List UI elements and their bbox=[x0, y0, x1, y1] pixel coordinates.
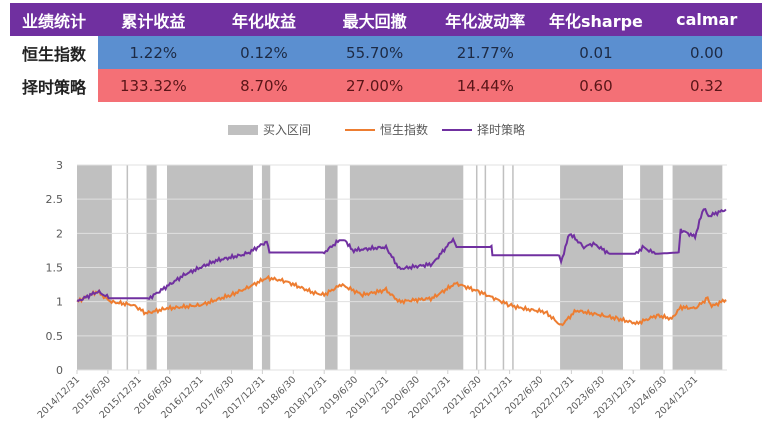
table-row: 恒生指数 1.22% 0.12% 55.70% 21.77% 0.01 0.00 bbox=[10, 36, 762, 69]
y-tick-label: 3 bbox=[56, 159, 63, 172]
performance-table: 业绩统计 累计收益 年化收益 最大回撤 年化波动率 年化sharpe calma… bbox=[10, 3, 762, 102]
legend-label: 买入区间 bbox=[263, 123, 311, 137]
table-cell: 1.22% bbox=[98, 36, 209, 69]
y-tick-label: 0.5 bbox=[46, 330, 64, 343]
table-cell: 27.00% bbox=[319, 69, 430, 102]
table-cell: 21.77% bbox=[429, 36, 541, 69]
performance-chart: 00.511.522.532014/12/312015/6/302015/12/… bbox=[36, 122, 727, 421]
header-cell: 最大回撤 bbox=[319, 3, 430, 36]
table-cell: 0.00 bbox=[651, 36, 762, 69]
y-tick-label: 1.5 bbox=[46, 262, 64, 275]
table-row: 择时策略 133.32% 8.70% 27.00% 14.44% 0.60 0.… bbox=[10, 69, 762, 102]
table-cell: 14.44% bbox=[429, 69, 541, 102]
y-tick-label: 2 bbox=[56, 227, 63, 240]
legend-swatch-buy bbox=[228, 125, 258, 135]
header-cell: 累计收益 bbox=[98, 3, 209, 36]
table-cell: 0.32 bbox=[651, 69, 762, 102]
header-cell: 年化波动率 bbox=[429, 3, 541, 36]
table-cell: 0.60 bbox=[540, 69, 652, 102]
legend-label: 择时策略 bbox=[477, 122, 525, 137]
header-cell: 业绩统计 bbox=[10, 3, 98, 36]
header-cell: 年化sharpe bbox=[540, 3, 652, 36]
header-cell: 年化收益 bbox=[208, 3, 320, 36]
table-cell: 55.70% bbox=[319, 36, 430, 69]
y-tick-label: 2.5 bbox=[46, 193, 64, 206]
row-label: 恒生指数 bbox=[10, 36, 98, 69]
table-cell: 0.01 bbox=[540, 36, 652, 69]
y-tick-label: 1 bbox=[56, 296, 63, 309]
table-header-row: 业绩统计 累计收益 年化收益 最大回撤 年化波动率 年化sharpe calma… bbox=[10, 3, 762, 36]
series-line-strategy bbox=[76, 207, 727, 303]
series-line-hsi bbox=[76, 274, 727, 327]
table-cell: 133.32% bbox=[98, 69, 209, 102]
table-cell: 0.12% bbox=[208, 36, 320, 69]
table-cell: 8.70% bbox=[208, 69, 320, 102]
row-label: 择时策略 bbox=[10, 69, 98, 102]
header-cell: calmar bbox=[651, 3, 762, 36]
legend-label: 恒生指数 bbox=[380, 122, 428, 137]
y-tick-label: 0 bbox=[56, 364, 63, 377]
